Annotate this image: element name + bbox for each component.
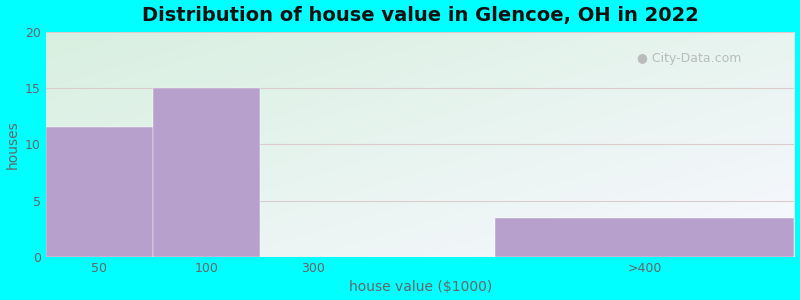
Bar [46,128,153,257]
Title: Distribution of house value in Glencoe, OH in 2022: Distribution of house value in Glencoe, … [142,6,698,25]
Text: ● City-Data.com: ● City-Data.com [638,52,742,65]
X-axis label: house value ($1000): house value ($1000) [349,280,492,294]
Bar [495,218,794,257]
Y-axis label: houses: houses [6,120,19,169]
Bar [153,88,260,257]
